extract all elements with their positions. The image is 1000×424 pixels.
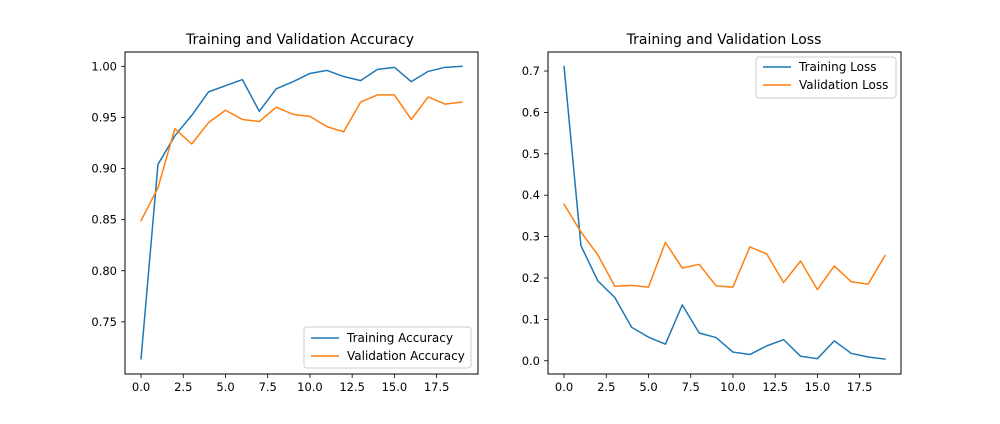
loss-y-tick-label: 0.0 <box>522 354 540 368</box>
accuracy-y-tick-label: 0.75 <box>91 315 117 329</box>
accuracy-x-tick-label: 2.5 <box>174 380 192 394</box>
accuracy-y-tick-label: 0.80 <box>91 264 117 278</box>
loss-y-tick-label: 0.6 <box>522 105 540 119</box>
loss-x-tick-label: 5.0 <box>639 380 657 394</box>
loss-x-tick-label: 15.0 <box>805 380 831 394</box>
loss-x-tick-label: 12.5 <box>762 380 788 394</box>
loss-y-tick-label: 0.2 <box>522 271 540 285</box>
legend-label-validation-loss: Validation Loss <box>799 78 888 92</box>
accuracy-y-tick-label: 0.90 <box>91 162 117 176</box>
loss-x-tick-label: 17.5 <box>847 380 873 394</box>
accuracy-y-tick-label: 0.95 <box>91 110 117 124</box>
loss-y-tick-label: 0.5 <box>522 147 540 161</box>
legend-label-training-accuracy: Training Accuracy <box>346 331 453 345</box>
series-line-validation-loss <box>563 203 886 291</box>
accuracy-chart: Training and Validation Accuracy 0.0 2.5 5… <box>91 32 479 394</box>
accuracy-y-tick-label: 1.00 <box>91 59 117 73</box>
legend-label-training-loss: Training Loss <box>798 60 876 74</box>
loss-y-tick-label: 0.1 <box>522 312 540 326</box>
accuracy-x-tick-label: 7.5 <box>259 380 277 394</box>
legend-label-validation-accuracy: Validation Accuracy <box>347 349 465 363</box>
loss-x-tick-label: 2.5 <box>597 380 615 394</box>
series-line-training-accuracy <box>140 65 463 360</box>
loss-y-tick-label: 0.4 <box>522 188 540 202</box>
accuracy-axes: 0.0 2.5 5.0 7.5 10.0 12.5 15.0 17.5 0.75 0.80 0.85… <box>91 51 479 394</box>
series-line-validation-accuracy <box>140 94 463 222</box>
loss-plot-frame <box>547 51 902 375</box>
loss-x-tick-label: 7.5 <box>682 380 700 394</box>
accuracy-plot-frame <box>124 51 479 375</box>
series-line-training-loss <box>563 65 886 360</box>
accuracy-x-tick-label: 0.0 <box>132 380 150 394</box>
accuracy-legend: Training Accuracy Validation Accuracy <box>303 326 472 369</box>
loss-x-tick-label: 0.0 <box>555 380 573 394</box>
accuracy-chart-title: Training and Validation Accuracy <box>185 32 414 48</box>
loss-x-tick-label: 10.0 <box>720 380 746 394</box>
accuracy-legend-frame <box>303 326 472 369</box>
accuracy-x-tick-label: 10.0 <box>297 380 323 394</box>
accuracy-x-tick-label: 5.0 <box>216 380 234 394</box>
accuracy-y-tick-label: 0.85 <box>91 213 117 227</box>
loss-y-tick-label: 0.7 <box>522 64 540 78</box>
loss-y-tick-label: 0.3 <box>522 230 540 244</box>
accuracy-x-tick-label: 17.5 <box>424 380 450 394</box>
accuracy-x-tick-label: 12.5 <box>339 380 365 394</box>
loss-legend: Training Loss Validation Loss <box>755 56 897 99</box>
accuracy-x-tick-label: 15.0 <box>382 380 408 394</box>
loss-axes: 0.0 2.5 5.0 7.5 10.0 12.5 15.0 17.5 0.0 0.1 0.2 0.3… <box>522 51 902 394</box>
loss-chart: Training and Validation Loss 0.0 2.5 5.0 7.… <box>522 32 902 394</box>
loss-chart-title: Training and Validation Loss <box>626 32 822 48</box>
